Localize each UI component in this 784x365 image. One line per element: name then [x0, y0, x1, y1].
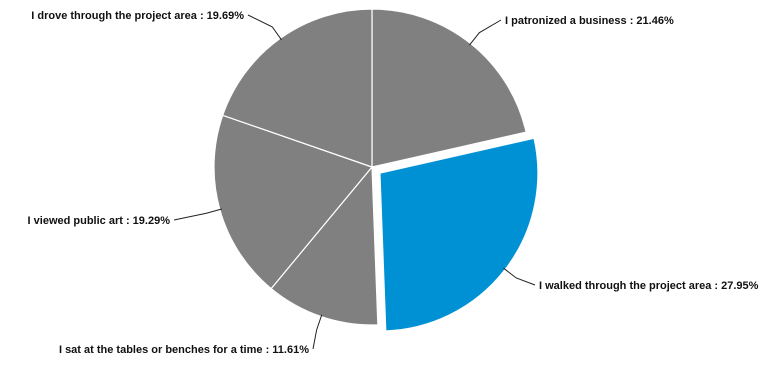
pie-slices: [213, 8, 539, 332]
slice-label-viewed-public-art: I viewed public art : 19.29%: [28, 215, 171, 227]
leader-line-i-viewed-public-art: [173, 208, 222, 221]
leader-line-i-walked-through-the-project-area: [503, 267, 536, 286]
slice-i-walked-through-the-project-area: [379, 137, 539, 332]
slice-label-drove-through: I drove through the project area : 19.69…: [31, 10, 244, 22]
leader-line-i-patronized-a-business: [468, 19, 502, 46]
leader-line-i-drove-through-the-project-area: [247, 14, 282, 41]
slice-label-sat-at-tables: I sat at the tables or benches for a tim…: [59, 344, 309, 356]
slice-i-patronized-a-business: [371, 8, 527, 168]
leader-line-i-sat-at-the-tables-or-benches-for-a-time: [312, 314, 323, 350]
slice-label-walked-through: I walked through the project area : 27.9…: [539, 280, 759, 292]
slice-label-patronized-business: I patronized a business : 21.46%: [505, 15, 674, 27]
leader-lines: [173, 14, 536, 350]
